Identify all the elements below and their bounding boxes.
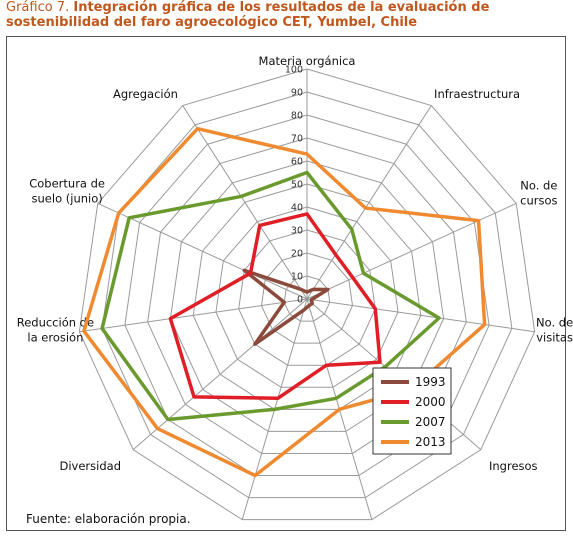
grid-spoke-8 xyxy=(79,298,308,333)
axis-label-9-0: Cobertura de xyxy=(29,176,105,190)
axis-label-9-1: suelo (junio) xyxy=(32,191,103,205)
title-text: Integración gráfica de los resultados de… xyxy=(6,0,490,30)
legend-label-1993: 1993 xyxy=(415,375,446,389)
tick-label-0: 0 xyxy=(297,295,303,306)
grid-ring-100 xyxy=(78,68,536,521)
tick-label-100: 100 xyxy=(285,65,303,76)
tick-label-20: 20 xyxy=(291,249,303,260)
grid-spoke-3 xyxy=(306,298,535,333)
tick-label-40: 40 xyxy=(291,203,303,214)
axis-label-0-0: Materia orgánica xyxy=(259,54,356,68)
grid-spoke-9 xyxy=(97,202,308,300)
axis-label-3-1: visitas xyxy=(536,331,573,345)
axis-label-2-0: No. de xyxy=(520,178,557,192)
chart-title: Gráfico 7. Integración gráfica de los re… xyxy=(6,0,566,30)
legend-label-2013: 2013 xyxy=(415,435,446,449)
grid-spoke-1 xyxy=(306,105,432,300)
grid-spoke-7 xyxy=(132,298,308,450)
axis-label-1-0: Infraestructura xyxy=(434,87,520,101)
tick-label-30: 30 xyxy=(291,226,303,237)
grid-ring-60 xyxy=(169,160,445,432)
tick-label-80: 80 xyxy=(291,111,303,122)
tick-label-60: 60 xyxy=(291,157,303,168)
grid-ring-50 xyxy=(192,183,422,410)
legend-label-2007: 2007 xyxy=(415,415,446,429)
axis-label-8-1: la erosión xyxy=(27,331,83,345)
grid-ring-30 xyxy=(238,229,376,366)
grid-spoke-2 xyxy=(306,202,517,300)
tick-label-90: 90 xyxy=(291,88,303,99)
series-line-1993 xyxy=(242,268,330,346)
grid-ring-80 xyxy=(124,114,490,477)
title-prefix: Gráfico 7. xyxy=(6,0,70,15)
source-note: Fuente: elaboración propia. xyxy=(26,512,191,526)
axis-label-10-0: Agregación xyxy=(113,87,178,101)
grid-ring-40 xyxy=(215,206,399,388)
grid-ring-70 xyxy=(147,137,467,454)
series-line-2007 xyxy=(100,170,441,422)
tick-label-70: 70 xyxy=(291,134,303,145)
axis-label-2-1: cursos xyxy=(520,193,557,207)
grid-spoke-10 xyxy=(182,105,308,300)
tick-label-10: 10 xyxy=(291,272,303,283)
axis-label-3-0: No. de xyxy=(536,316,573,330)
axis-label-7-0: Diversidad xyxy=(60,459,122,473)
series-line-2013 xyxy=(82,126,487,478)
axis-label-4-0: Ingresos xyxy=(489,459,538,473)
chart-frame xyxy=(6,36,566,531)
tick-label-50: 50 xyxy=(291,180,303,191)
series-line-2000 xyxy=(168,212,382,401)
axis-label-8-0: Reducción de xyxy=(17,316,94,330)
legend-label-2000: 2000 xyxy=(415,395,446,409)
